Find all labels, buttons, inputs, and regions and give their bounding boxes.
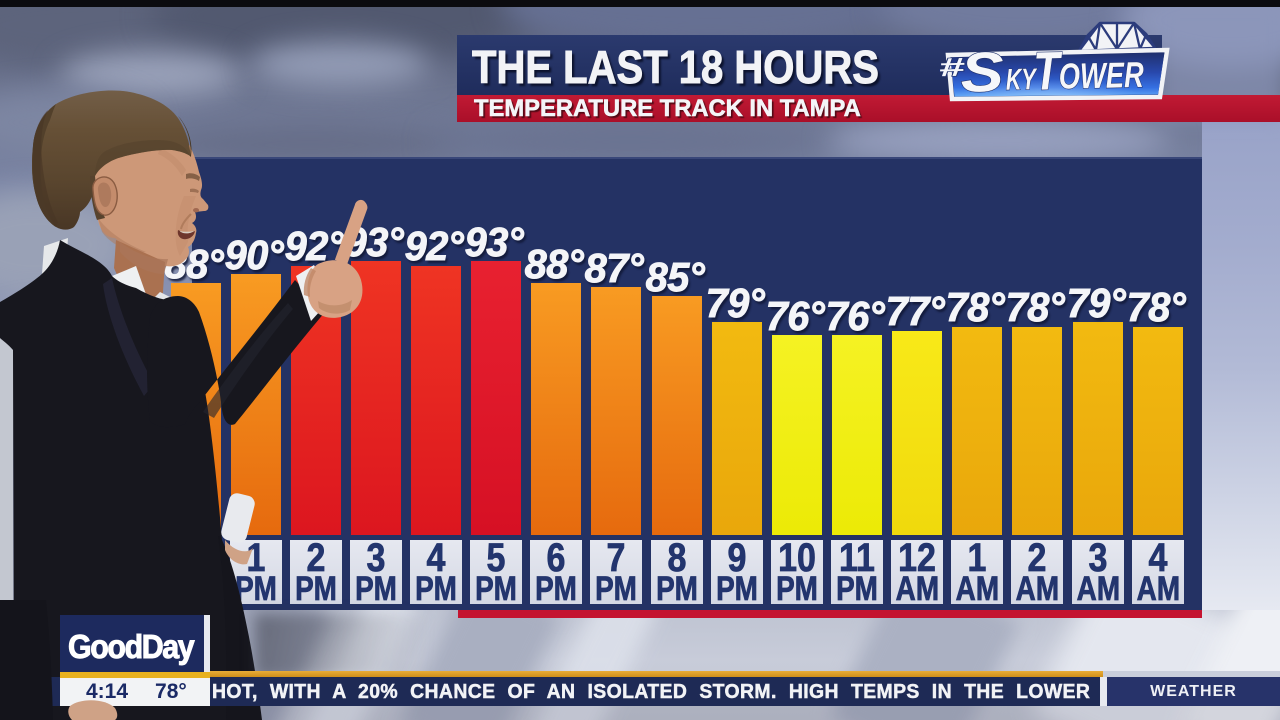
svg-text:KY: KY (1005, 63, 1038, 97)
svg-text:T: T (1033, 41, 1063, 102)
svg-text:#: # (938, 52, 966, 83)
svg-text:S: S (960, 40, 1004, 104)
svg-text:OWER: OWER (1058, 54, 1144, 97)
